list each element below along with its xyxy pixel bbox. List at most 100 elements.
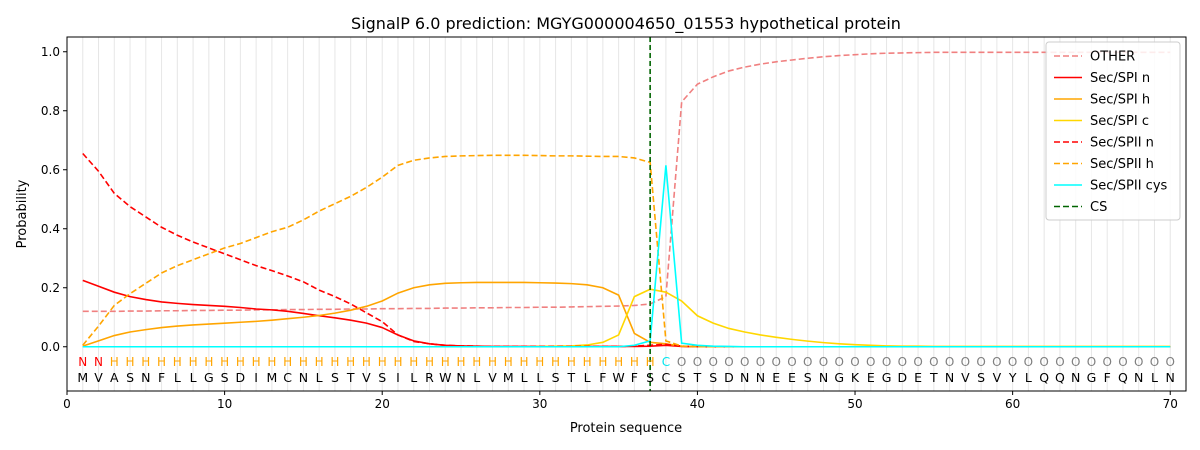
region-label: H xyxy=(409,355,418,369)
y-axis-ticks: 0.0 0.2 0.4 0.6 0.8 1.0 xyxy=(41,45,67,354)
x-tick-label: 10 xyxy=(217,397,232,411)
residue-label: N xyxy=(1166,370,1175,385)
region-label: O xyxy=(1071,355,1080,369)
residue-label: F xyxy=(599,370,606,385)
region-label: H xyxy=(267,355,276,369)
region-label: H xyxy=(299,355,308,369)
y-tick-label: 0.0 xyxy=(41,340,60,354)
region-label: O xyxy=(724,355,733,369)
residue-label: N xyxy=(1134,370,1143,385)
residue-label: D xyxy=(897,370,907,385)
residue-label: L xyxy=(174,370,181,385)
y-tick-label: 0.6 xyxy=(41,163,60,177)
x-tick-label: 70 xyxy=(1163,397,1178,411)
axes-frame xyxy=(66,36,1187,392)
residue-label: V xyxy=(362,370,371,385)
residue-label: W xyxy=(612,370,624,385)
region-label: H xyxy=(488,355,497,369)
residue-label: Q xyxy=(1118,370,1128,385)
residue-label: S xyxy=(646,370,654,385)
residue-label: S xyxy=(552,370,560,385)
legend-entry: Sec/SPII h xyxy=(1090,157,1154,172)
residue-label: S xyxy=(709,370,717,385)
x-tick-label: 30 xyxy=(532,397,547,411)
residue-label: Y xyxy=(1008,370,1017,385)
residue-label: V xyxy=(993,370,1002,385)
residue-label: L xyxy=(1151,370,1158,385)
residue-label: F xyxy=(158,370,165,385)
y-tick-label: 0.2 xyxy=(41,281,60,295)
region-label: N xyxy=(94,355,103,369)
residue-label: G xyxy=(204,370,214,385)
chart-title: SignalP 6.0 prediction: MGYG000004650_01… xyxy=(351,14,901,34)
region-label: O xyxy=(708,355,717,369)
region-label: O xyxy=(945,355,954,369)
residue-label: I xyxy=(396,370,400,385)
residue-label: N xyxy=(740,370,749,385)
legend: OTHER Sec/SPI n Sec/SPI h Sec/SPI c Sec/SPII… xyxy=(1045,41,1181,221)
residue-label: V xyxy=(961,370,970,385)
region-label: O xyxy=(1024,355,1033,369)
region-label: O xyxy=(1102,355,1111,369)
residue-label: L xyxy=(521,370,528,385)
region-label: O xyxy=(1118,355,1127,369)
residue-label: G xyxy=(1087,370,1097,385)
residue-label: S xyxy=(378,370,386,385)
residue-label: A xyxy=(110,370,119,385)
region-label: O xyxy=(771,355,780,369)
residue-label: M xyxy=(503,370,514,385)
region-label: H xyxy=(456,355,465,369)
region-label: H xyxy=(173,355,182,369)
residue-label: L xyxy=(536,370,543,385)
region-label: H xyxy=(126,355,135,369)
region-label: H xyxy=(189,355,198,369)
residue-label: R xyxy=(425,370,434,385)
region-label: C xyxy=(662,355,670,369)
region-label: O xyxy=(992,355,1001,369)
residue-label: G xyxy=(882,370,892,385)
residue-label: L xyxy=(584,370,591,385)
region-label: H xyxy=(220,355,229,369)
legend-entry: CS xyxy=(1090,200,1107,215)
region-label: O xyxy=(929,355,938,369)
region-label: H xyxy=(283,355,292,369)
region-label: O xyxy=(740,355,749,369)
residue-label: T xyxy=(929,370,938,385)
x-tick-label: 20 xyxy=(375,397,390,411)
region-label: H xyxy=(504,355,513,369)
x-axis-label: Protein sequence xyxy=(570,421,682,436)
residue-label: L xyxy=(190,370,197,385)
region-label: O xyxy=(976,355,985,369)
plot-area xyxy=(82,37,1171,391)
sequence-labels: NMNVHAHSHNHFHLHLHGHSHDHIHMHCHNHLHSHTHVHS… xyxy=(77,355,1175,385)
residue-label: E xyxy=(772,370,780,385)
y-axis-label: Probability xyxy=(15,179,30,248)
x-tick-label: 60 xyxy=(1005,397,1020,411)
residue-label: S xyxy=(126,370,134,385)
region-label: H xyxy=(583,355,592,369)
region-label: H xyxy=(330,355,339,369)
region-label: H xyxy=(141,355,150,369)
region-label: H xyxy=(551,355,560,369)
region-label: O xyxy=(1087,355,1096,369)
region-label: H xyxy=(236,355,245,369)
region-label: O xyxy=(1150,355,1159,369)
residue-label: L xyxy=(316,370,323,385)
residue-label: K xyxy=(851,370,860,385)
region-label: O xyxy=(1166,355,1175,369)
residue-label: W xyxy=(439,370,451,385)
region-label: H xyxy=(630,355,639,369)
residue-label: E xyxy=(867,370,875,385)
legend-entry: Sec/SPI c xyxy=(1090,114,1149,129)
residue-label: N xyxy=(945,370,954,385)
region-label: H xyxy=(252,355,261,369)
legend-entry: Sec/SPI n xyxy=(1090,71,1150,86)
residue-label: S xyxy=(221,370,229,385)
residue-label: M xyxy=(266,370,277,385)
x-tick-label: 0 xyxy=(63,397,71,411)
region-label: H xyxy=(614,355,623,369)
residue-label: F xyxy=(1104,370,1111,385)
residue-label: S xyxy=(977,370,985,385)
